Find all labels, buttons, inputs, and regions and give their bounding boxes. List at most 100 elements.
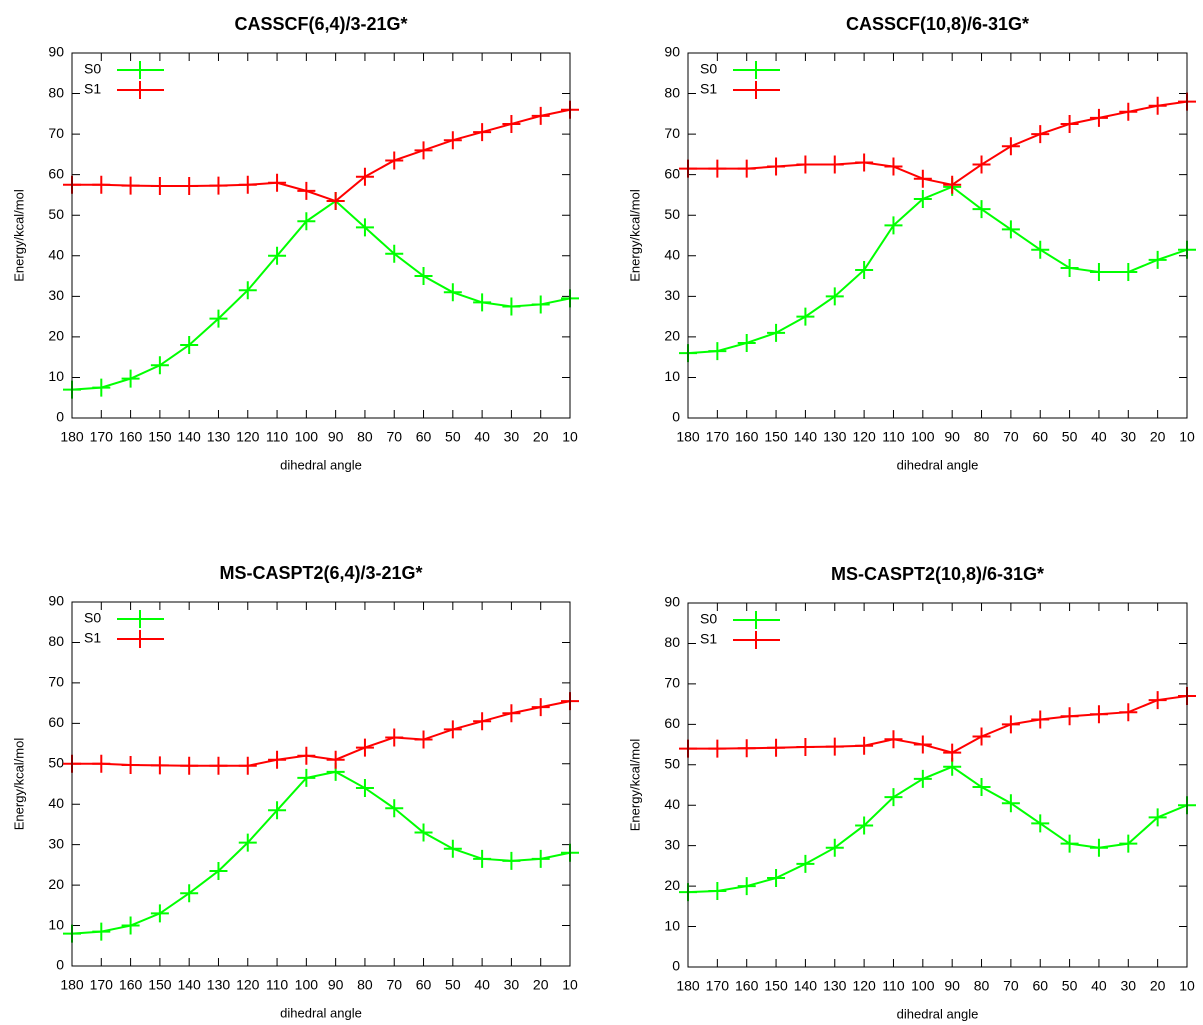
x-tick-label: 70: [1003, 429, 1019, 445]
x-tick-label: 40: [1091, 429, 1107, 445]
point-marker: [1090, 263, 1108, 281]
point-marker: [502, 115, 520, 133]
x-tick-label: 90: [944, 978, 960, 994]
point-marker: [92, 379, 110, 397]
series-line: [72, 110, 570, 201]
x-tick-label: 160: [735, 429, 759, 445]
y-axis-label: Energy/kcal/mol: [11, 738, 26, 831]
point-marker: [973, 778, 991, 796]
x-tick-label: 70: [386, 977, 402, 993]
x-tick-label: 90: [328, 977, 344, 993]
y-tick-label: 0: [672, 958, 680, 974]
y-tick-label: 10: [48, 916, 64, 932]
point-marker: [1061, 259, 1079, 277]
point-marker: [708, 882, 726, 900]
point-marker: [473, 293, 491, 311]
y-tick-label: 0: [56, 409, 64, 425]
point-marker: [239, 176, 257, 194]
point-marker: [473, 850, 491, 868]
y-tick-label: 60: [48, 714, 64, 730]
y-tick-label: 20: [48, 328, 64, 344]
x-tick-label: 110: [266, 429, 289, 445]
series-line: [72, 772, 570, 934]
x-tick-label: 180: [676, 978, 700, 994]
y-tick-label: 50: [48, 206, 64, 222]
point-marker: [444, 283, 462, 301]
x-tick-label: 100: [911, 429, 935, 445]
point-marker: [356, 779, 374, 797]
x-tick-label: 160: [119, 977, 143, 993]
point-marker: [239, 757, 257, 775]
x-axis-label: dihedral angle: [280, 1005, 362, 1020]
x-tick-label: 140: [177, 429, 201, 445]
x-tick-label: 120: [852, 429, 876, 445]
point-marker: [327, 751, 345, 769]
legend-label: S1: [84, 630, 101, 646]
y-tick-label: 50: [48, 754, 64, 770]
y-tick-label: 70: [48, 125, 64, 141]
series-line: [72, 201, 570, 390]
point-marker: [473, 712, 491, 730]
x-tick-label: 140: [794, 978, 818, 994]
plot-frame: [688, 53, 1187, 418]
x-tick-label: 50: [445, 977, 461, 993]
y-axis-label: Energy/kcal/mol: [11, 189, 26, 282]
y-axis-label: Energy/kcal/mol: [627, 189, 642, 282]
point-marker: [826, 839, 844, 857]
x-axis-label: dihedral angle: [897, 457, 979, 472]
x-tick-label: 120: [236, 429, 260, 445]
point-marker: [532, 698, 550, 716]
x-tick-label: 50: [445, 429, 461, 445]
y-tick-label: 40: [48, 246, 64, 262]
point-marker: [884, 158, 902, 176]
y-tick-label: 20: [664, 877, 680, 893]
point-marker: [884, 730, 902, 748]
x-tick-label: 160: [735, 978, 759, 994]
point-marker: [151, 356, 169, 374]
y-axis-label: Energy/kcal/mol: [627, 739, 642, 832]
x-tick-label: 150: [148, 429, 172, 445]
x-tick-label: 10: [562, 429, 578, 445]
point-marker: [180, 177, 198, 195]
point-marker: [415, 141, 433, 159]
point-marker: [444, 720, 462, 738]
y-tick-label: 90: [48, 44, 64, 60]
x-tick-label: 40: [474, 429, 490, 445]
point-marker: [1031, 241, 1049, 259]
point-marker: [796, 308, 814, 326]
chart-title: CASSCF(6,4)/3-21G*: [234, 14, 407, 34]
y-tick-label: 50: [664, 755, 680, 771]
legend-label: S0: [700, 611, 717, 627]
plot-frame: [688, 603, 1187, 967]
x-tick-label: 150: [764, 978, 788, 994]
x-tick-label: 100: [295, 429, 319, 445]
point-marker: [826, 738, 844, 756]
x-tick-label: 120: [236, 977, 260, 993]
y-tick-label: 80: [664, 634, 680, 650]
plot-frame: [72, 53, 570, 418]
x-tick-label: 20: [1150, 429, 1166, 445]
y-tick-label: 40: [48, 795, 64, 811]
x-tick-label: 50: [1062, 978, 1078, 994]
y-tick-label: 0: [672, 409, 680, 425]
x-tick-label: 30: [1121, 429, 1137, 445]
point-marker: [1090, 705, 1108, 723]
x-tick-label: 100: [295, 977, 319, 993]
x-tick-label: 100: [911, 978, 935, 994]
y-tick-label: 90: [664, 44, 680, 60]
y-tick-label: 10: [664, 917, 680, 933]
point-marker: [532, 107, 550, 125]
point-marker: [1149, 251, 1167, 269]
y-tick-label: 70: [664, 675, 680, 691]
y-tick-label: 70: [664, 125, 680, 141]
x-tick-label: 110: [882, 978, 905, 994]
x-tick-label: 140: [794, 429, 818, 445]
legend-swatch: [117, 630, 164, 648]
point-marker: [855, 154, 873, 172]
legend-swatch: [733, 81, 780, 99]
chart-title: MS-CASPT2(6,4)/3-21G*: [219, 563, 422, 583]
point-marker: [122, 917, 140, 935]
y-tick-label: 30: [48, 835, 64, 851]
point-marker: [1119, 263, 1137, 281]
point-marker: [1119, 103, 1137, 121]
